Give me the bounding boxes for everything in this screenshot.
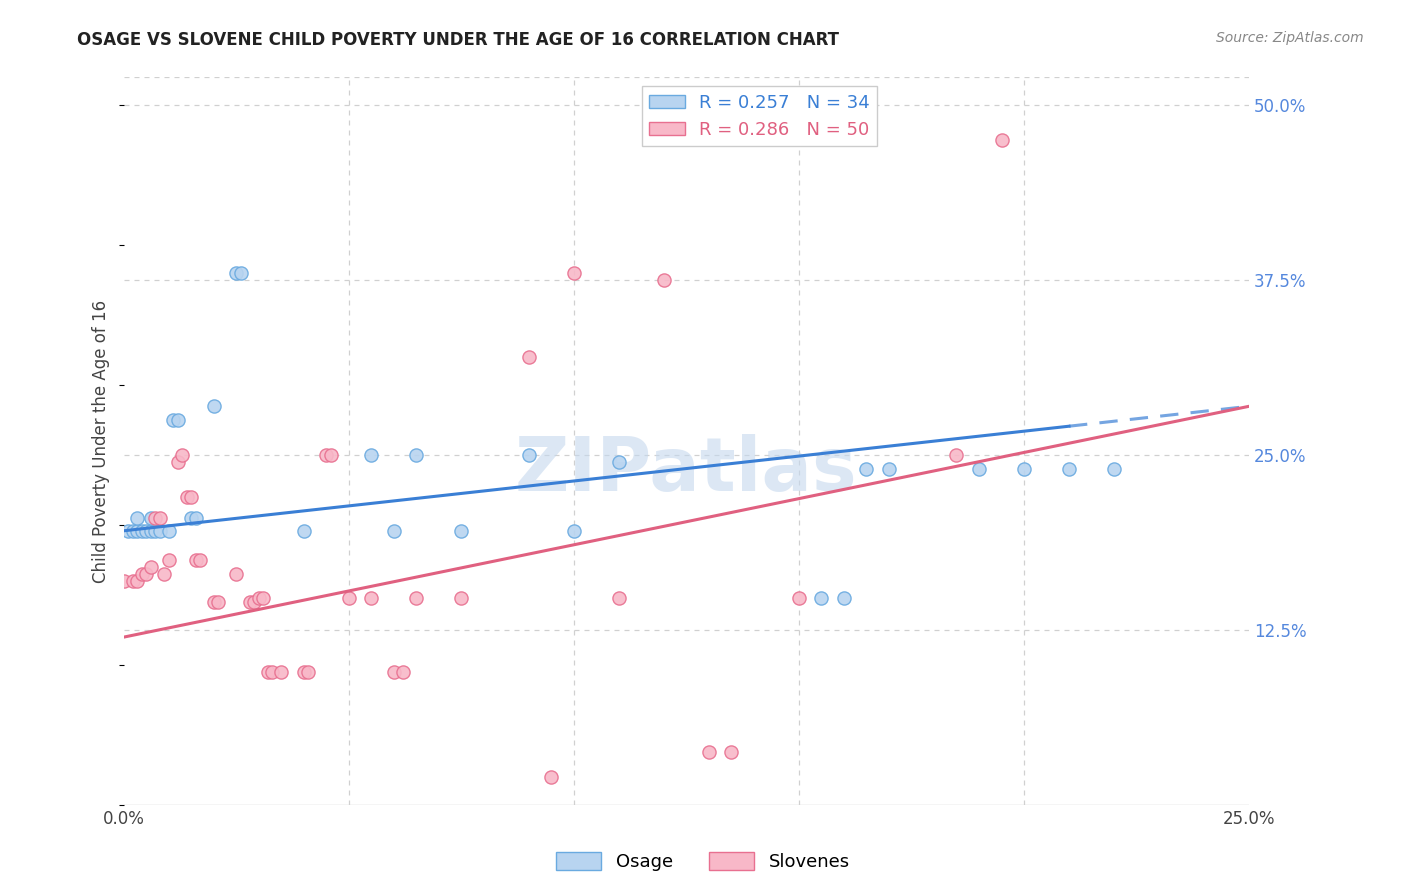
Point <box>319 448 342 462</box>
Point <box>139 560 162 574</box>
Point <box>405 448 427 462</box>
Legend: Osage, Slovenes: Osage, Slovenes <box>548 845 858 879</box>
Point <box>1012 462 1035 476</box>
Point <box>121 574 143 589</box>
Point <box>143 524 166 538</box>
Point <box>292 665 315 680</box>
Point <box>180 490 202 504</box>
Point <box>176 490 198 504</box>
Point <box>148 511 170 525</box>
Point <box>207 595 229 609</box>
Point <box>252 591 274 605</box>
Point <box>239 595 262 609</box>
Point <box>225 266 247 280</box>
Text: Source: ZipAtlas.com: Source: ZipAtlas.com <box>1216 31 1364 45</box>
Text: ZIPatlas: ZIPatlas <box>515 434 858 507</box>
Point <box>292 524 315 538</box>
Point <box>990 133 1012 147</box>
Point <box>117 524 139 538</box>
Point <box>202 595 225 609</box>
Point <box>112 574 135 589</box>
Point <box>877 462 900 476</box>
Point <box>562 266 585 280</box>
Point <box>1057 462 1080 476</box>
Text: OSAGE VS SLOVENE CHILD POVERTY UNDER THE AGE OF 16 CORRELATION CHART: OSAGE VS SLOVENE CHILD POVERTY UNDER THE… <box>77 31 839 49</box>
Point <box>360 591 382 605</box>
Point <box>131 567 153 582</box>
Point <box>450 524 472 538</box>
Point <box>148 524 170 538</box>
Point <box>262 665 284 680</box>
Point <box>143 511 166 525</box>
Point <box>787 591 810 605</box>
Point <box>1102 462 1125 476</box>
Point <box>125 524 148 538</box>
Point <box>517 351 540 365</box>
Point <box>697 745 720 759</box>
Point <box>135 524 157 538</box>
Point <box>125 511 148 525</box>
Legend: R = 0.257   N = 34, R = 0.286   N = 50: R = 0.257 N = 34, R = 0.286 N = 50 <box>641 87 877 146</box>
Point <box>166 413 188 427</box>
Point <box>337 591 360 605</box>
Point <box>121 524 143 538</box>
Point <box>540 770 562 784</box>
Point <box>184 553 207 567</box>
Point <box>225 567 247 582</box>
Point <box>243 595 266 609</box>
Point <box>810 591 832 605</box>
Point <box>170 448 193 462</box>
Point <box>139 511 162 525</box>
Point <box>180 511 202 525</box>
Point <box>607 455 630 469</box>
Point <box>945 448 967 462</box>
Point <box>652 273 675 287</box>
Point <box>139 524 162 538</box>
Point <box>188 553 211 567</box>
Point <box>256 665 278 680</box>
Point <box>135 567 157 582</box>
Point <box>270 665 292 680</box>
Point <box>125 574 148 589</box>
Point <box>360 448 382 462</box>
Point <box>855 462 877 476</box>
Point <box>517 448 540 462</box>
Point <box>157 553 180 567</box>
Point <box>162 413 184 427</box>
Point <box>607 591 630 605</box>
Point <box>297 665 319 680</box>
Point <box>229 266 252 280</box>
Point <box>562 524 585 538</box>
Point <box>315 448 337 462</box>
Point <box>382 524 405 538</box>
Point <box>405 591 427 605</box>
Point <box>153 567 176 582</box>
Point <box>967 462 990 476</box>
Point <box>720 745 742 759</box>
Point <box>166 455 188 469</box>
Point <box>382 665 405 680</box>
Point <box>202 399 225 413</box>
Point <box>247 591 270 605</box>
Point <box>450 591 472 605</box>
Point <box>157 524 180 538</box>
Point <box>131 524 153 538</box>
Point <box>832 591 855 605</box>
Point <box>184 511 207 525</box>
Point <box>391 665 413 680</box>
Y-axis label: Child Poverty Under the Age of 16: Child Poverty Under the Age of 16 <box>93 300 110 582</box>
